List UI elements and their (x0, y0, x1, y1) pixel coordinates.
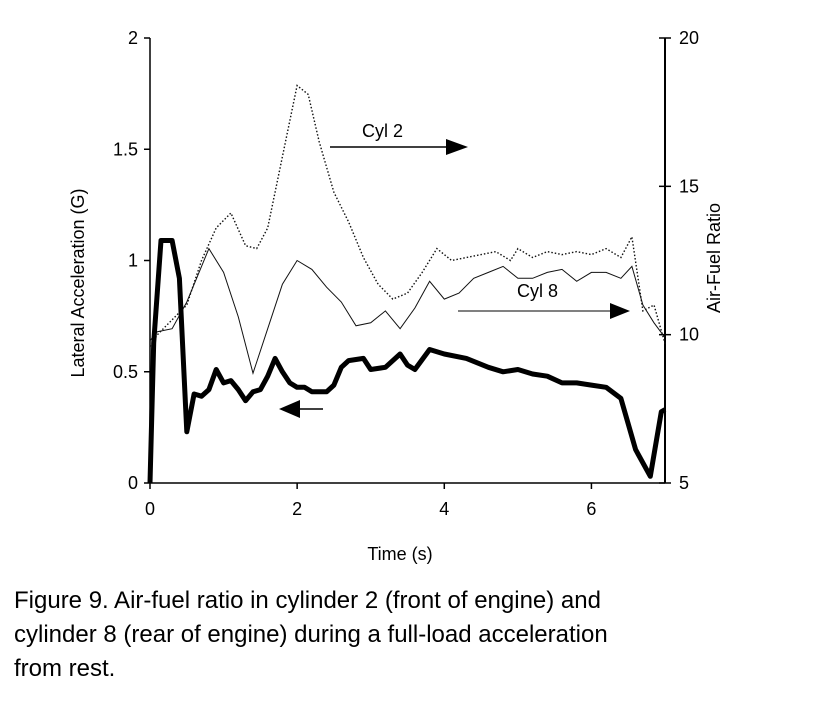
x-axis-label: Time (s) (367, 544, 432, 564)
y-right-tick-label: 10 (679, 325, 699, 345)
annotation-accel-arrowhead (279, 400, 300, 418)
annotation-cyl2-label: Cyl 2 (362, 121, 403, 141)
x-tick-label: 6 (586, 499, 596, 519)
y-axis-label-left: Lateral Acceleration (G) (68, 188, 88, 377)
annotation-cyl8-label: Cyl 8 (517, 281, 558, 301)
annotations: Cyl 2 Cyl 8 (279, 121, 630, 418)
annotation-cyl8-arrowhead (610, 303, 630, 319)
axes: 0 2 4 6 0 0.5 1 1.5 2 5 10 15 20 (113, 28, 699, 519)
series-line-lateral-acceleration (147, 238, 667, 484)
y-left-tick-label: 2 (128, 28, 138, 48)
figure-caption: Figure 9. Air-fuel ratio in cylinder 2 (… (14, 584, 814, 686)
chart: 0 2 4 6 0 0.5 1 1.5 2 5 10 15 20 Cyl 2 Cyl 8 Time (s)… (68, 28, 724, 564)
x-tick-label: 2 (292, 499, 302, 519)
y-right-tick-label: 20 (679, 28, 699, 48)
caption-line-3: from rest. (14, 655, 116, 682)
caption-line-2: cylinder 8 (rear of engine) during a ful… (14, 621, 608, 648)
series-group (147, 84, 667, 484)
y-axis-label-right: Air-Fuel Ratio (704, 203, 724, 313)
y-right-tick-label: 15 (679, 176, 699, 196)
annotation-cyl2-arrowhead (446, 139, 468, 155)
y-left-tick-label: 1 (128, 251, 138, 271)
x-tick-label: 0 (145, 499, 155, 519)
y-right-tick-label: 5 (679, 473, 689, 493)
series-line-cyl-8 (149, 247, 666, 375)
series-line-cyl-2 (149, 84, 666, 347)
y-left-tick-label: 0 (128, 473, 138, 493)
y-left-tick-label: 1.5 (113, 139, 138, 159)
x-tick-label: 4 (439, 499, 449, 519)
caption-line-1: Figure 9. Air-fuel ratio in cylinder 2 (… (14, 587, 601, 614)
y-left-tick-label: 0.5 (113, 362, 138, 382)
